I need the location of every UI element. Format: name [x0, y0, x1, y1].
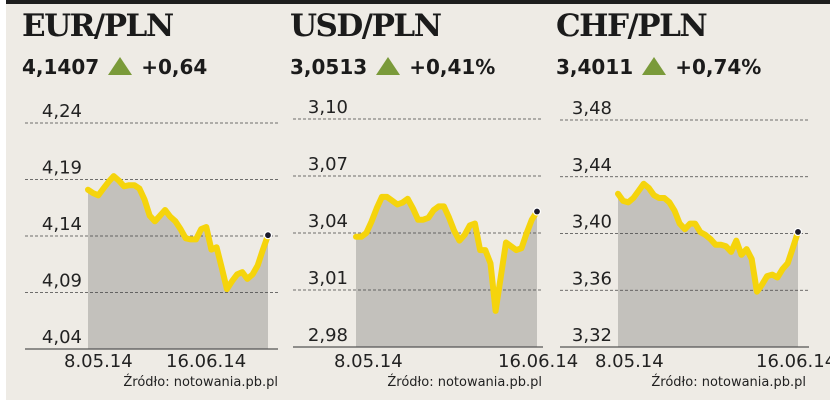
x-tick-label: 16.06.14	[166, 351, 246, 372]
y-tick-label: 3,36	[572, 268, 612, 289]
y-tick-label: 3,48	[572, 98, 612, 119]
y-tick-label: 3,44	[572, 155, 612, 176]
area-fill	[356, 196, 537, 347]
x-tick-label: 8.05.14	[595, 351, 664, 372]
up-triangle-icon	[108, 57, 133, 75]
series-line	[615, 180, 801, 295]
y-tick-label: 4,09	[42, 271, 82, 292]
chart-chf-pln: 3,48 3,44 3,40 3,36 3,32 8.05.14 16.06.14 Źródł…	[560, 98, 830, 390]
y-tick-label: 2,98	[308, 325, 348, 346]
chf-change: +0,74%	[675, 55, 762, 79]
up-triangle-icon	[642, 57, 667, 75]
chf-value: 3,4011	[556, 55, 634, 79]
source-note: Źródło: notowania.pb.pl	[651, 374, 806, 390]
x-tick-label: 8.05.14	[64, 351, 133, 372]
eur-change: +0,64	[141, 55, 208, 79]
source-note: Źródło: notowania.pb.pl	[387, 374, 542, 390]
last-value-dot	[532, 207, 542, 216]
y-tick-label: 3,10	[308, 97, 348, 118]
y-tick-label: 3,04	[308, 211, 348, 232]
area-fill	[88, 176, 268, 349]
eur-title: EUR/PLN	[22, 8, 174, 44]
chf-quote: 3,4011 +0,74%	[556, 55, 761, 79]
chart-eur-pln: 4,24 4,19 4,14 4,09 4,04 8.05.14 16.06.14 Źródł…	[25, 101, 278, 390]
eur-quote: 4,1407 +0,64	[22, 55, 207, 79]
up-triangle-icon	[376, 57, 401, 75]
last-value-dot	[793, 227, 803, 237]
y-tick-label: 3,01	[308, 268, 348, 289]
chf-title: CHF/PLN	[556, 8, 708, 44]
usd-quote: 3,0513 +0,41%	[290, 55, 495, 79]
series-line	[85, 173, 271, 293]
y-tick-label: 3,32	[572, 325, 612, 346]
y-tick-label: 3,40	[572, 212, 612, 233]
top-rule	[6, 0, 830, 4]
y-tick-label: 4,19	[42, 158, 82, 179]
x-tick-label: 8.05.14	[334, 351, 403, 372]
y-tick-label: 4,04	[42, 327, 82, 348]
usd-title: USD/PLN	[290, 8, 442, 44]
y-tick-label: 3,07	[308, 154, 348, 175]
usd-change: +0,41%	[409, 55, 496, 79]
x-tick-label: 16.06.14	[756, 351, 830, 372]
y-tick-label: 4,24	[42, 101, 82, 122]
source-note: Źródło: notowania.pb.pl	[123, 374, 278, 390]
series-line	[353, 193, 540, 314]
last-value-dot	[263, 231, 273, 240]
area-fill	[618, 183, 798, 347]
usd-value: 3,0513	[290, 55, 368, 79]
y-tick-label: 4,14	[42, 214, 82, 235]
chart-usd-pln: 3,10 3,07 3,04 3,01 2,98 8.05.14 16.06.14 Źródł…	[293, 97, 578, 390]
x-tick-label: 16.06.14	[498, 351, 578, 372]
eur-value: 4,1407	[22, 55, 100, 79]
